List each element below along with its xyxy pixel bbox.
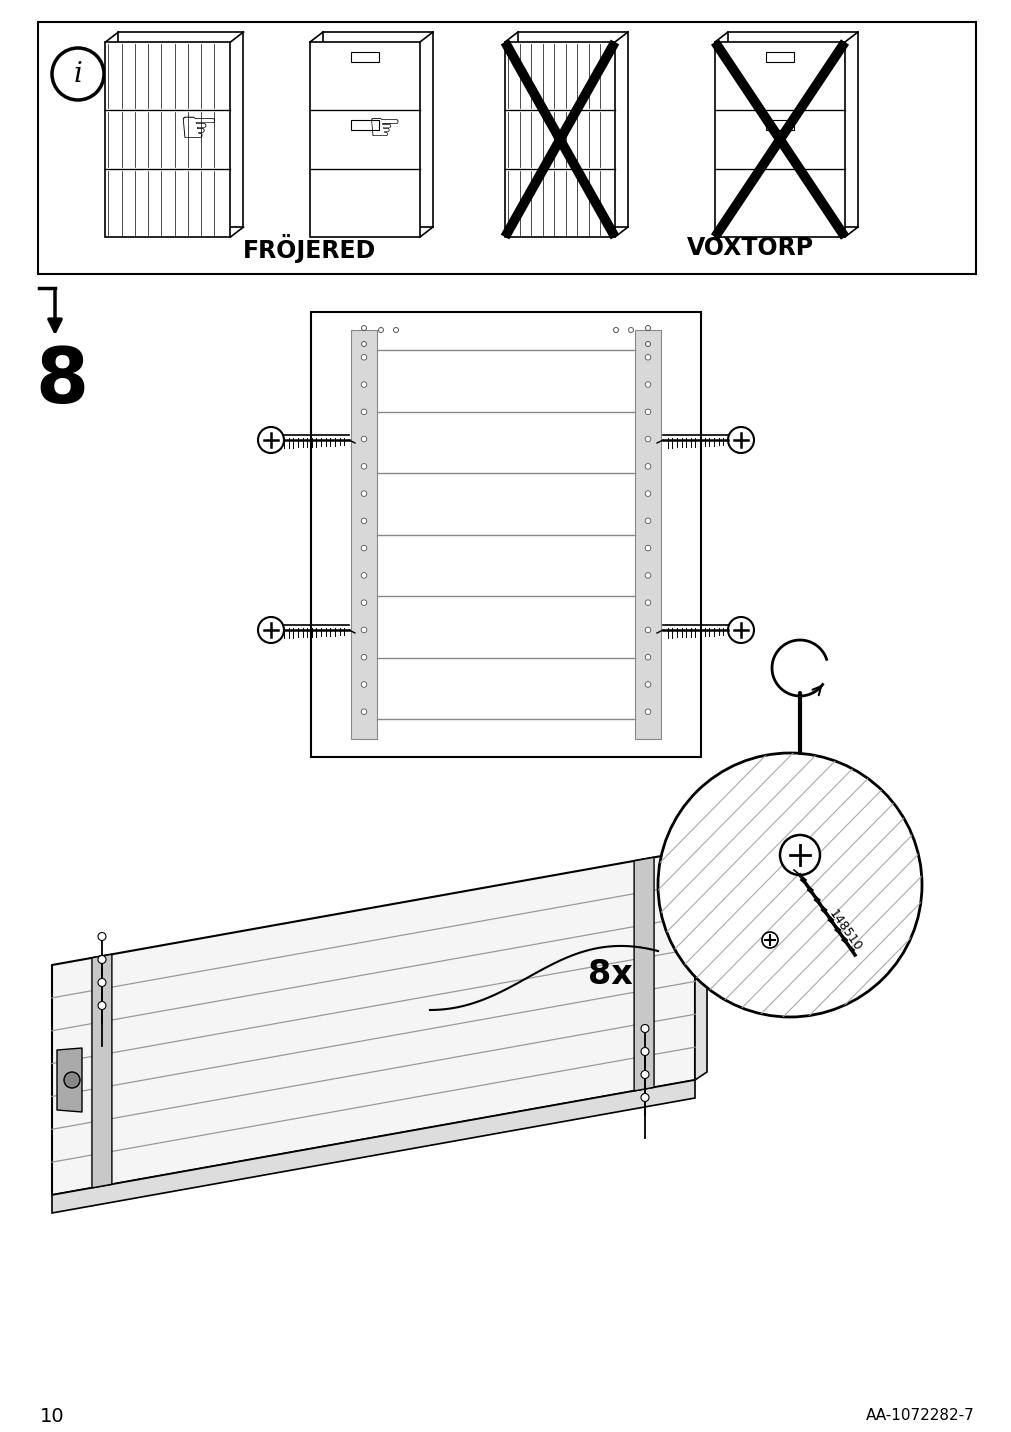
Bar	[105, 42, 231, 238]
Bar	[765, 120, 794, 130]
Text: 148510: 148510	[825, 906, 863, 954]
Circle shape	[645, 546, 650, 551]
Bar	[518, 32, 628, 228]
Circle shape	[361, 627, 366, 633]
Text: i: i	[74, 60, 82, 87]
Circle shape	[613, 328, 618, 332]
Circle shape	[645, 437, 650, 442]
Circle shape	[98, 1001, 106, 1010]
Text: 10: 10	[39, 1406, 65, 1425]
Circle shape	[645, 341, 650, 347]
Bar	[323, 32, 433, 228]
Circle shape	[628, 328, 633, 332]
Circle shape	[258, 617, 284, 643]
Circle shape	[645, 654, 650, 660]
Circle shape	[657, 753, 921, 1017]
Circle shape	[645, 464, 650, 470]
Circle shape	[361, 518, 366, 524]
Circle shape	[727, 427, 753, 453]
Circle shape	[361, 573, 366, 579]
Circle shape	[645, 355, 650, 359]
Bar	[351, 329, 377, 739]
Circle shape	[361, 341, 366, 347]
Bar	[715, 42, 844, 238]
Bar	[634, 329, 660, 739]
Circle shape	[361, 325, 366, 331]
Circle shape	[98, 955, 106, 964]
Bar	[309, 42, 420, 238]
Bar	[310, 312, 701, 758]
Bar	[351, 120, 379, 130]
Circle shape	[361, 382, 366, 387]
Text: 8: 8	[35, 345, 89, 420]
Circle shape	[98, 932, 106, 941]
Circle shape	[640, 1071, 648, 1078]
Polygon shape	[695, 842, 707, 1080]
Circle shape	[361, 464, 366, 470]
Bar	[727, 32, 857, 228]
Circle shape	[361, 600, 366, 606]
Circle shape	[361, 491, 366, 497]
Text: 8x: 8x	[587, 958, 632, 991]
Polygon shape	[57, 1048, 82, 1113]
Circle shape	[761, 932, 777, 948]
Circle shape	[640, 1024, 648, 1032]
Circle shape	[52, 49, 104, 100]
Polygon shape	[634, 858, 653, 1091]
Circle shape	[640, 1047, 648, 1055]
Polygon shape	[52, 1080, 695, 1213]
Bar	[38, 21, 975, 274]
Circle shape	[361, 437, 366, 442]
Polygon shape	[52, 851, 695, 1194]
Circle shape	[361, 546, 366, 551]
Circle shape	[645, 491, 650, 497]
Circle shape	[645, 518, 650, 524]
Circle shape	[393, 328, 398, 332]
Circle shape	[727, 617, 753, 643]
Text: AA-1072282-7: AA-1072282-7	[865, 1409, 974, 1423]
Circle shape	[361, 355, 366, 359]
Circle shape	[645, 325, 650, 331]
Circle shape	[361, 654, 366, 660]
Circle shape	[645, 573, 650, 579]
Circle shape	[645, 600, 650, 606]
Bar	[765, 52, 794, 62]
Circle shape	[645, 410, 650, 415]
Circle shape	[645, 627, 650, 633]
Bar	[118, 32, 244, 228]
Circle shape	[361, 682, 366, 687]
Text: VOXTORP: VOXTORP	[685, 236, 813, 261]
Circle shape	[258, 427, 284, 453]
Polygon shape	[92, 954, 112, 1189]
Circle shape	[645, 682, 650, 687]
Circle shape	[98, 978, 106, 987]
Bar	[351, 52, 379, 62]
Circle shape	[779, 835, 819, 875]
Circle shape	[361, 410, 366, 415]
Text: ☞: ☞	[178, 109, 217, 152]
Circle shape	[645, 382, 650, 387]
Bar	[504, 42, 615, 238]
Text: FRÖJERED: FRÖJERED	[243, 233, 376, 262]
Circle shape	[378, 328, 383, 332]
Circle shape	[64, 1073, 80, 1088]
Circle shape	[361, 709, 366, 715]
Text: ☞: ☞	[368, 112, 401, 147]
Circle shape	[645, 709, 650, 715]
Circle shape	[640, 1094, 648, 1101]
